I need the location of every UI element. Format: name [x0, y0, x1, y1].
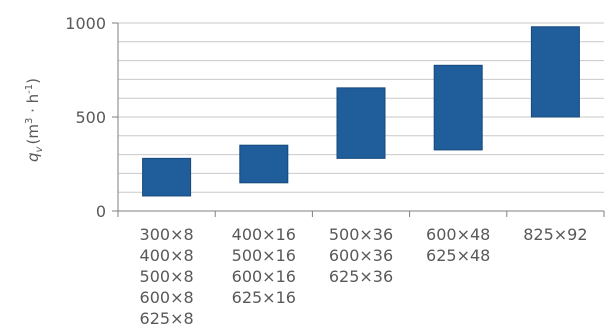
x-category-label: 825×92	[523, 225, 587, 244]
bar-range-5	[530, 26, 580, 118]
x-category-label: 600×16	[232, 267, 296, 286]
y-axis-label-unit-sup1: 3	[24, 118, 35, 124]
x-category-label: 500×36	[329, 225, 393, 244]
y-tick-labels: 0 500 1000	[65, 14, 106, 221]
y-axis-label-unit-sup2: -1	[24, 84, 35, 94]
y-tick-label: 0	[96, 202, 106, 221]
y-axis-label-unit-mid: · h	[24, 94, 42, 118]
y-tick-label: 500	[75, 108, 106, 127]
bar-range-3	[336, 87, 386, 159]
y-axis-label-subscript: v	[34, 145, 45, 152]
y-axis-label: qv(m3 · h-1)	[24, 78, 45, 162]
y-axis-label-unit-suffix: )	[24, 78, 42, 84]
x-category-label: 600×48	[426, 225, 490, 244]
x-category-label: 625×8	[140, 309, 194, 328]
x-category-label: 600×8	[140, 288, 194, 307]
x-category-label: 400×8	[140, 246, 194, 265]
x-category-label: 500×8	[140, 267, 194, 286]
x-category-label: 600×36	[329, 246, 393, 265]
x-category-label: 400×16	[232, 225, 296, 244]
y-axis-label-symbol: q	[24, 152, 42, 162]
x-category-label: 500×16	[232, 246, 296, 265]
x-category-label: 625×16	[232, 288, 296, 307]
bar-range-1	[142, 157, 192, 197]
x-category-label: 625×36	[329, 267, 393, 286]
x-category-label: 625×48	[426, 246, 490, 265]
x-category-labels: 300×8 400×8 500×8 600×8 625×8 400×16 500×16 600…	[140, 225, 588, 328]
x-category-label: 300×8	[140, 225, 194, 244]
y-tick-label: 1000	[65, 14, 106, 33]
y-axis-label-unit-prefix: (m	[24, 124, 42, 144]
bars	[142, 26, 580, 197]
bar-range-4	[433, 64, 483, 151]
bar-range-2	[239, 144, 289, 184]
axes	[112, 22, 605, 217]
